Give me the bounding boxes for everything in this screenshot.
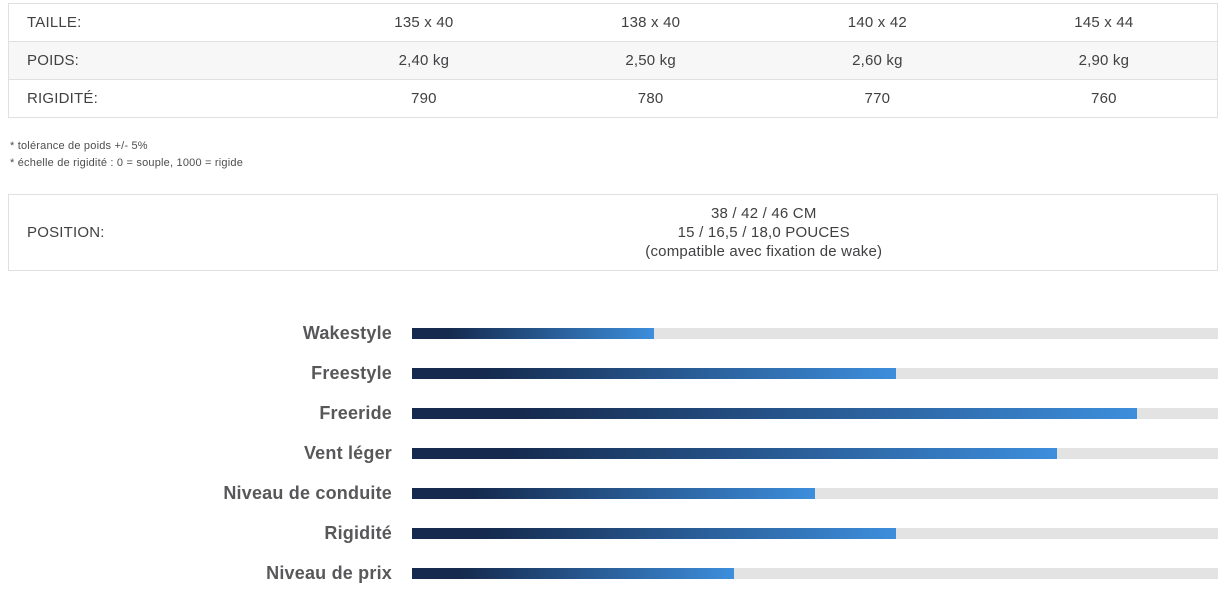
chart-category-label: Freeride bbox=[319, 402, 392, 423]
chart-row: Freestyle bbox=[8, 353, 1218, 393]
chart-category-label: Niveau de conduite bbox=[223, 482, 392, 503]
rating-bar-fill bbox=[412, 567, 735, 579]
position-line: (compatible avec fixation de wake) bbox=[645, 243, 883, 260]
rating-bar-fill bbox=[412, 447, 1057, 459]
chart-row: Wakestyle bbox=[8, 313, 1218, 353]
chart-row: Niveau de conduite bbox=[8, 473, 1218, 513]
chart-category-label: Rigidité bbox=[324, 522, 392, 543]
spec-table-row: RIGIDITÉ: 790 780 770 760 bbox=[9, 80, 1218, 118]
spec-value: 2,90 kg bbox=[1078, 52, 1130, 69]
position-line: 15 / 16,5 / 18,0 POUCES bbox=[677, 224, 850, 241]
position-row-label: POSITION: bbox=[27, 224, 105, 241]
spec-row-label: RIGIDITÉ: bbox=[27, 90, 98, 107]
chart-category-label: Freestyle bbox=[311, 362, 392, 383]
rating-bar-track bbox=[412, 447, 1218, 459]
rating-bar-fill bbox=[412, 527, 896, 539]
spec-value: 2,60 kg bbox=[852, 52, 903, 69]
footnote-line: * tolérance de poids +/- 5% bbox=[10, 140, 148, 152]
rating-bar-track bbox=[412, 567, 1218, 579]
spec-table-row: POIDS: 2,40 kg 2,50 kg 2,60 kg 2,90 kg bbox=[8, 41, 1218, 80]
ratings-bar-chart: Wakestyle Freestyle Freeride Vent léger Nive… bbox=[8, 313, 1218, 593]
spec-table-row: TAILLE: 135 x 40 138 x 40 140 x 42 145 x 44 bbox=[8, 4, 1218, 42]
chart-row: Vent léger bbox=[8, 433, 1218, 473]
rating-bar-track bbox=[412, 327, 1218, 339]
spec-value: 770 bbox=[864, 90, 891, 107]
spec-value: 2,40 kg bbox=[398, 52, 450, 69]
chart-category-label: Vent léger bbox=[303, 442, 392, 463]
rating-bar-track bbox=[412, 367, 1218, 379]
spec-value: 790 bbox=[411, 90, 437, 107]
position-line: 38 / 42 / 46 CM bbox=[710, 205, 817, 222]
position-table: POSITION: 38 / 42 / 46 CM 15 / 16,5 / 18,… bbox=[8, 194, 1218, 271]
chart-category-label: Wakestyle bbox=[302, 322, 392, 343]
spec-value: 135 x 40 bbox=[394, 14, 454, 31]
position-row: POSITION: 38 / 42 / 46 CM 15 / 16,5 / 18,… bbox=[9, 195, 1218, 271]
rating-bar-fill bbox=[412, 327, 654, 339]
rating-bar-track bbox=[412, 487, 1218, 499]
chart-row: Freeride bbox=[8, 393, 1218, 433]
spec-value: 780 bbox=[637, 90, 664, 107]
spec-value: 760 bbox=[1091, 90, 1117, 107]
rating-bar-track bbox=[412, 407, 1218, 419]
rating-bar-fill bbox=[412, 367, 896, 379]
position-value: 38 / 42 / 46 CM 15 / 16,5 / 18,0 POUCES (c… bbox=[311, 195, 1218, 271]
rating-bar-track bbox=[412, 527, 1218, 539]
chart-row: Rigidité bbox=[8, 513, 1218, 553]
footnote-line: * échelle de rigidité : 0 = souple, 1000… bbox=[10, 157, 244, 169]
spec-value: 2,50 kg bbox=[625, 52, 676, 69]
spec-row-label: TAILLE: bbox=[27, 14, 82, 31]
rating-bar-fill bbox=[412, 487, 815, 499]
spec-value: 140 x 42 bbox=[847, 14, 907, 31]
chart-category-label: Niveau de prix bbox=[266, 562, 392, 583]
chart-row: Niveau de prix bbox=[8, 553, 1218, 593]
spec-table: TAILLE: 135 x 40 138 x 40 140 x 42 145 x 44 P… bbox=[8, 3, 1218, 118]
spec-value: 138 x 40 bbox=[621, 14, 681, 31]
spec-row-label: POIDS: bbox=[27, 52, 80, 69]
product-specs-page: TAILLE: 135 x 40 138 x 40 140 x 42 145 x 44 P… bbox=[8, 3, 1218, 593]
spec-value: 145 x 44 bbox=[1074, 14, 1134, 31]
rating-bar-fill bbox=[412, 407, 1138, 419]
footnotes: * tolérance de poids +/- 5% * échelle de … bbox=[10, 138, 1218, 172]
